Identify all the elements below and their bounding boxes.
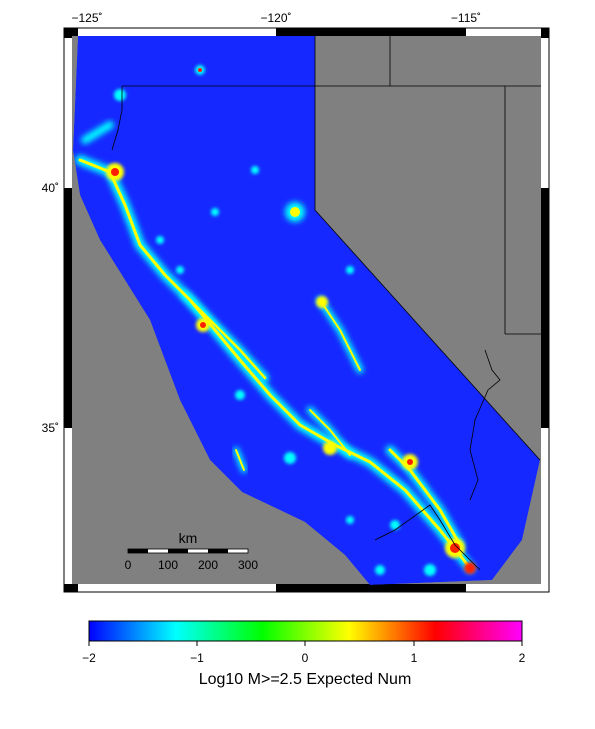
- colorbar-title: Log10 M>=2.5 Expected Num: [199, 671, 412, 688]
- state-borders: [315, 36, 541, 335]
- scale-tick-label: 0: [125, 558, 132, 572]
- scale-bar: km 0 100 200 300: [125, 530, 259, 572]
- lon-tick-label: −120˚: [260, 11, 291, 25]
- lon-tick-label: −115˚: [451, 11, 481, 25]
- fault-core: [78, 158, 472, 570]
- hotspots: [106, 65, 476, 576]
- scale-tick-label: 200: [198, 558, 218, 572]
- scale-tick-label: 300: [238, 558, 258, 572]
- lat-tick-label: 35˚: [42, 421, 59, 435]
- colorbar-tick-label: −2: [82, 651, 96, 665]
- colorbar-ticks: [88, 641, 523, 646]
- colorbar-tick-label: 2: [519, 651, 526, 665]
- lat-tick-label: 40˚: [42, 181, 59, 195]
- colorbar-tick-label: 0: [302, 651, 309, 665]
- california-field: [73, 36, 540, 585]
- colorbar: −2 −1 0 1 2 Log10 M>=2.5 Expected Num: [82, 620, 526, 688]
- frame-ticks: [64, 28, 549, 592]
- coastline: [111, 36, 541, 571]
- colorbar-gradient: [88, 620, 523, 642]
- latitude-ticks: 40˚ 35˚: [42, 181, 59, 435]
- colorbar-tick-label: −1: [190, 651, 204, 665]
- longitude-ticks: −125˚ −120˚ −115˚: [71, 11, 481, 25]
- scale-unit-label: km: [179, 530, 198, 546]
- scale-tick-label: 100: [158, 558, 178, 572]
- lon-tick-label: −125˚: [71, 11, 102, 25]
- colorbar-tick-label: 1: [411, 651, 418, 665]
